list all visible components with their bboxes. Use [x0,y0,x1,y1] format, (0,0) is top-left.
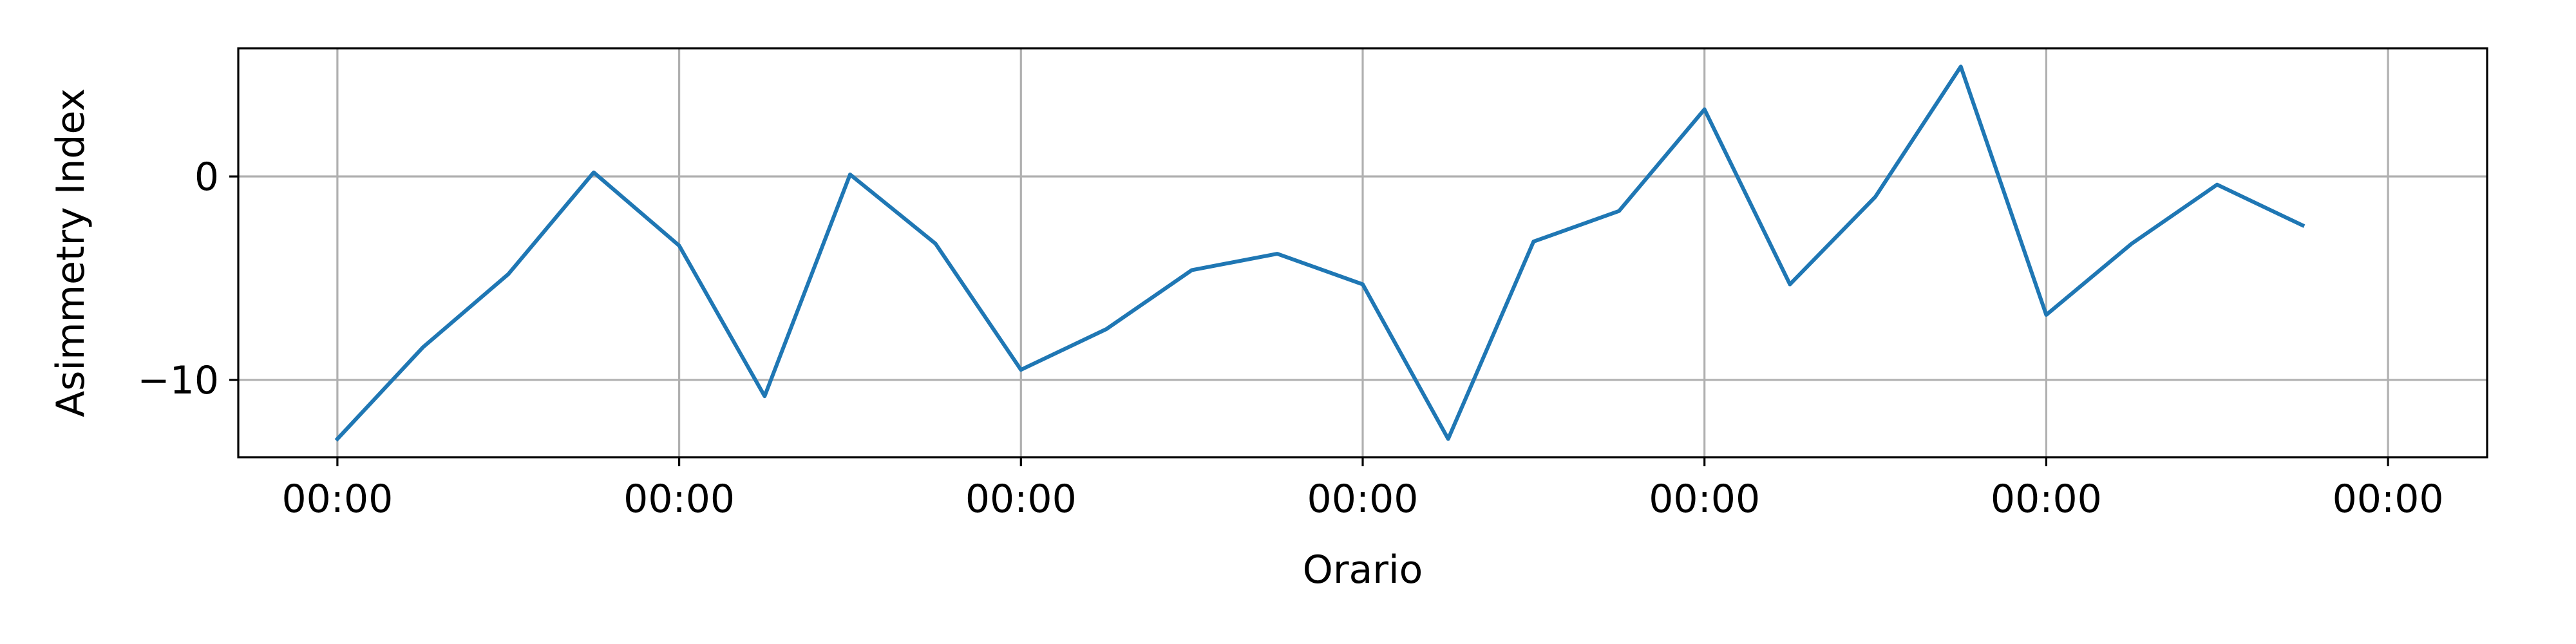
x-tick-label: 00:00 [1649,477,1760,522]
y-axis: −10 0 [137,155,238,403]
x-tick-label: 00:00 [2333,477,2444,522]
series-layer [334,64,2306,442]
x-axis-label: Orario [1303,547,1423,592]
grid-lines [238,48,2487,457]
x-tick-label: 00:00 [623,477,735,522]
y-axis-label: Asimmetry Index [48,88,93,417]
x-tick-label: 00:00 [1307,477,1419,522]
x-tick-label: 00:00 [281,477,393,522]
series-line [334,64,2306,442]
y-tick-label: 0 [194,155,219,200]
x-tick-label: 00:00 [965,477,1077,522]
y-tick-label: −10 [137,358,219,403]
x-tick-label: 00:00 [1991,477,2102,522]
x-axis: 00:00 00:00 00:00 00:00 00:00 00:00 00:00 [281,457,2444,522]
